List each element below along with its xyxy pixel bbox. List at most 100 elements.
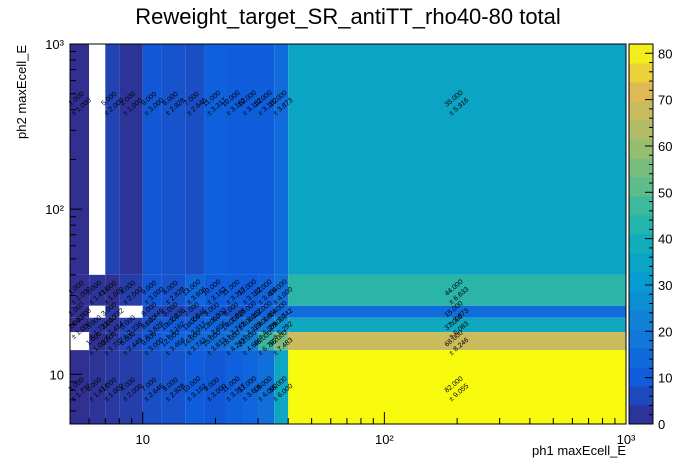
heatmap-cell	[204, 44, 226, 275]
heatmap-cell	[89, 332, 106, 351]
colorbar-tick-label: 20	[658, 324, 672, 339]
heatmap-cell	[243, 317, 259, 333]
heatmap-cell	[142, 317, 162, 333]
heatmap-cell	[258, 305, 275, 318]
heatmap-cell	[89, 350, 106, 424]
colorbar-band	[629, 405, 653, 425]
heatmap-cell	[225, 274, 244, 306]
heatmap-cell	[119, 332, 143, 351]
heatmap-cell	[204, 305, 226, 318]
heatmap-cell	[274, 317, 289, 333]
colorbar-frame	[628, 43, 654, 425]
heatmap-cell	[274, 350, 289, 424]
heatmap-cell	[119, 274, 143, 306]
colorbar-band	[629, 139, 653, 159]
colorbar-band	[629, 177, 653, 197]
heatmap-cell	[225, 332, 244, 351]
heatmap-cell	[105, 317, 120, 333]
heatmap-cell	[142, 44, 162, 275]
heatmap-cell	[142, 350, 162, 424]
heatmap-cell	[185, 317, 205, 333]
heatmap-cell	[243, 305, 259, 318]
heatmap-cell	[142, 305, 162, 318]
heatmap-cell	[161, 305, 186, 318]
heatmap-cell	[161, 274, 186, 306]
colorbar-band	[629, 348, 653, 368]
heatmap-cell	[225, 317, 244, 333]
heatmap-cell	[119, 317, 143, 333]
heatmap-cell	[288, 317, 626, 333]
heatmap-cell	[274, 44, 289, 275]
heatmap-cell	[89, 317, 106, 333]
heatmap-cell	[70, 332, 90, 351]
heatmap-cell	[185, 305, 205, 318]
heatmap-cell	[89, 274, 106, 306]
heatmap-cell	[105, 350, 120, 424]
colorbar-band	[629, 158, 653, 178]
colorbar-band	[629, 310, 653, 330]
heatmap-cell	[204, 350, 226, 424]
colorbar-band	[629, 82, 653, 102]
colorbar-tick-label: 30	[658, 278, 672, 293]
heatmap-cell	[70, 317, 90, 333]
heatmap-cell	[70, 274, 90, 306]
heatmap-cell	[258, 44, 275, 275]
heatmap-cell	[274, 305, 289, 318]
heatmap-cell	[89, 44, 106, 275]
heatmap-cell	[161, 317, 186, 333]
y-tick-label: 10	[50, 367, 64, 382]
heatmap-cell	[70, 350, 90, 424]
heatmap-cell	[142, 332, 162, 351]
heatmap-cell	[105, 44, 120, 275]
heatmap-cell	[288, 305, 626, 318]
colorbar-tick-label: 0	[658, 417, 665, 432]
colorbar-band	[629, 253, 653, 273]
heatmap-cell	[274, 274, 289, 306]
colorbar-band	[629, 44, 653, 64]
heatmap-cell	[161, 44, 186, 275]
heatmap-cell	[225, 44, 244, 275]
heatmap-cell	[204, 274, 226, 306]
colorbar-band	[629, 196, 653, 216]
heatmap-cell	[89, 305, 106, 318]
heatmap-cell	[142, 274, 162, 306]
heatmap-cell	[70, 305, 90, 318]
x-tick-label: 10³	[617, 432, 636, 447]
heatmap-cell	[243, 274, 259, 306]
x-tick-label: 10²	[375, 432, 394, 447]
heatmap-cell	[105, 274, 120, 306]
colorbar-tick-label: 40	[658, 232, 672, 247]
heatmap-cell	[243, 350, 259, 424]
heatmap-cell	[274, 332, 289, 351]
heatmap-cell	[161, 332, 186, 351]
colorbar-band	[629, 215, 653, 235]
heatmap-cell	[243, 44, 259, 275]
heatmap-cell	[119, 44, 143, 275]
heatmap-cells	[70, 44, 626, 424]
colorbar-band	[629, 234, 653, 254]
heatmap-cell	[258, 317, 275, 333]
heatmap-cell	[288, 274, 626, 306]
y-axis: 10 10² 10³	[45, 37, 82, 425]
colorbar-band	[629, 329, 653, 349]
heatmap-cell	[204, 332, 226, 351]
x-tick-label: 10	[136, 432, 150, 447]
heatmap-cell	[161, 350, 186, 424]
y-tick-label: 10²	[45, 202, 64, 217]
heatmap-cell	[119, 305, 143, 318]
heatmap-cell	[258, 350, 275, 424]
heatmap-cell	[105, 305, 120, 318]
chart-title: Reweight_target_SR_antiTT_rho40-80 total	[135, 4, 561, 29]
heatmap-cell	[185, 274, 205, 306]
colorbar-band	[629, 101, 653, 121]
heatmap-cell	[243, 332, 259, 351]
heatmap-cell	[185, 44, 205, 275]
colorbar-tick-label: 50	[658, 185, 672, 200]
x-axis-title: ph1 maxEcell_E	[532, 443, 626, 458]
heatmap-cell	[258, 274, 275, 306]
y-axis-title: ph2 maxEcell_E	[14, 45, 29, 139]
heatmap-cell	[185, 350, 205, 424]
colorbar-tick-label: 60	[658, 139, 672, 154]
heatmap-cell	[288, 44, 626, 275]
